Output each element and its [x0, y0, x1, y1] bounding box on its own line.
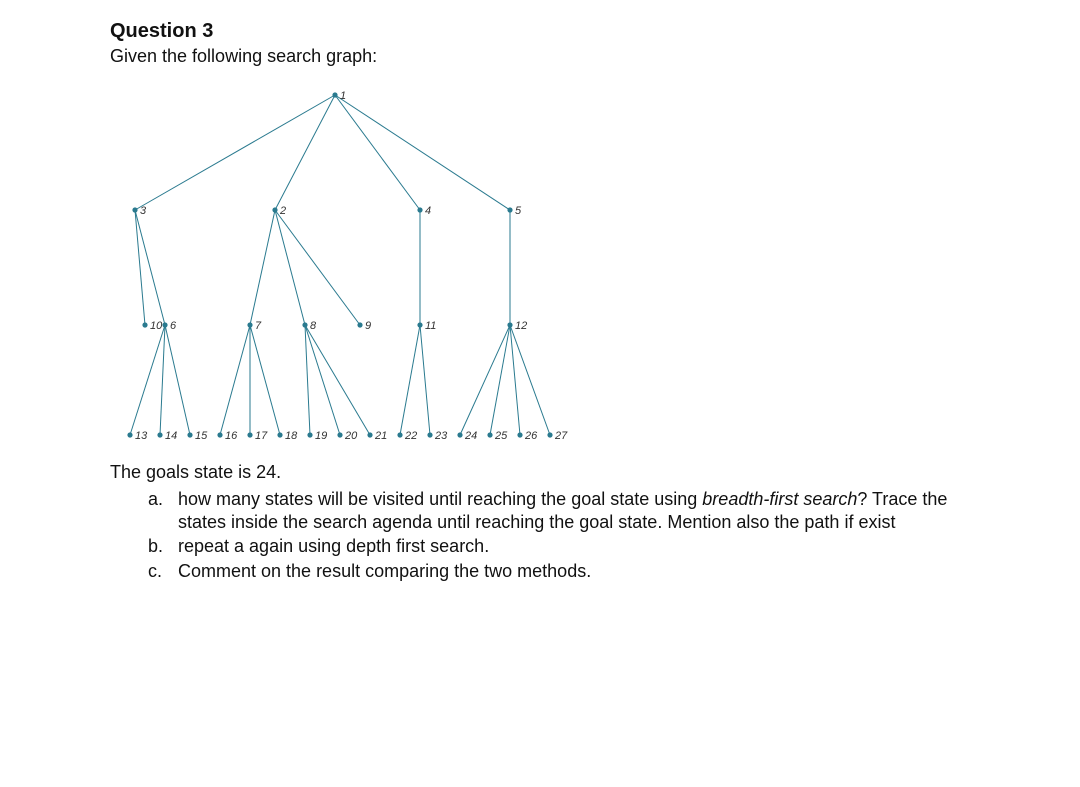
item-text: how many states will be visited until re… — [178, 488, 988, 533]
item-text-pre: how many states will be visited until re… — [178, 489, 702, 509]
graph-node-label: 25 — [494, 430, 508, 442]
graph-edge — [275, 210, 305, 325]
graph-node — [547, 432, 552, 437]
graph-node-label: 4 — [425, 205, 431, 217]
graph-node-label: 9 — [365, 320, 371, 332]
graph-node — [397, 432, 402, 437]
graph-edge — [335, 95, 420, 210]
graph-node — [507, 322, 512, 327]
graph-node-label: 12 — [515, 320, 527, 332]
graph-node-label: 3 — [140, 205, 147, 217]
graph-edge — [335, 95, 510, 210]
question-list: a. how many states will be visited until… — [148, 488, 988, 584]
graph-node — [187, 432, 192, 437]
item-letter: a. — [148, 488, 178, 533]
page: Question 3 Given the following search gr… — [0, 0, 1080, 787]
graph-node — [307, 432, 312, 437]
item-text-pre: repeat a again using depth first search. — [178, 536, 489, 556]
graph-node-label: 13 — [135, 430, 148, 442]
list-item: b. repeat a again using depth first sear… — [148, 535, 988, 558]
graph-node-label: 17 — [255, 430, 268, 442]
search-graph: 1324510678911121314151617181920212223242… — [110, 80, 630, 460]
graph-edge — [305, 325, 370, 435]
graph-edge — [250, 210, 275, 325]
graph-node-label: 20 — [344, 430, 358, 442]
graph-node — [332, 92, 337, 97]
graph-node — [247, 322, 252, 327]
graph-edge — [400, 325, 420, 435]
graph-node — [337, 432, 342, 437]
graph-node — [217, 432, 222, 437]
graph-edge — [220, 325, 250, 435]
item-text-em: breadth-first search — [702, 489, 857, 509]
graph-edge — [460, 325, 510, 435]
graph-node — [247, 432, 252, 437]
graph-svg: 1324510678911121314151617181920212223242… — [110, 80, 630, 460]
graph-node-label: 26 — [524, 430, 538, 442]
item-text-pre: Comment on the result comparing the two … — [178, 561, 591, 581]
graph-edge — [275, 210, 360, 325]
graph-edge — [490, 325, 510, 435]
graph-node-label: 6 — [170, 320, 177, 332]
graph-edge — [305, 325, 310, 435]
graph-node — [357, 322, 362, 327]
graph-node — [507, 207, 512, 212]
graph-node-label: 18 — [285, 430, 298, 442]
graph-node-label: 23 — [434, 430, 448, 442]
graph-node — [157, 432, 162, 437]
graph-edge — [305, 325, 340, 435]
item-letter: c. — [148, 560, 178, 583]
graph-node — [427, 432, 432, 437]
graph-edge — [510, 325, 550, 435]
graph-node — [127, 432, 132, 437]
graph-node-label: 1 — [340, 90, 346, 102]
item-text: repeat a again using depth first search. — [178, 535, 489, 558]
graph-node-label: 14 — [165, 430, 177, 442]
item-letter: b. — [148, 535, 178, 558]
graph-node-label: 27 — [554, 430, 568, 442]
question-prompt: Given the following search graph: — [110, 46, 377, 67]
graph-edge — [165, 325, 190, 435]
graph-node-label: 8 — [310, 320, 317, 332]
graph-node — [142, 322, 147, 327]
list-item: c. Comment on the result comparing the t… — [148, 560, 988, 583]
graph-node — [517, 432, 522, 437]
graph-node — [367, 432, 372, 437]
graph-node-label: 24 — [464, 430, 477, 442]
graph-node-label: 11 — [425, 320, 436, 332]
graph-node — [272, 207, 277, 212]
graph-edge — [160, 325, 165, 435]
graph-node-label: 7 — [255, 320, 262, 332]
graph-node — [302, 322, 307, 327]
graph-node-label: 19 — [315, 430, 327, 442]
question-title: Question 3 — [110, 20, 213, 43]
goal-statement: The goals state is 24. — [110, 462, 281, 483]
graph-node — [417, 207, 422, 212]
graph-edge — [420, 325, 430, 435]
graph-node — [277, 432, 282, 437]
graph-node-label: 22 — [404, 430, 417, 442]
graph-edge — [510, 325, 520, 435]
graph-node — [487, 432, 492, 437]
graph-node-label: 21 — [374, 430, 387, 442]
graph-node-label: 16 — [225, 430, 238, 442]
graph-node — [457, 432, 462, 437]
graph-node — [132, 207, 137, 212]
graph-node-label: 2 — [279, 205, 286, 217]
graph-node — [417, 322, 422, 327]
list-item: a. how many states will be visited until… — [148, 488, 988, 533]
item-text: Comment on the result comparing the two … — [178, 560, 591, 583]
graph-edge — [250, 325, 280, 435]
graph-node — [162, 322, 167, 327]
graph-node-label: 15 — [195, 430, 208, 442]
graph-node-label: 10 — [150, 320, 163, 332]
graph-node-label: 5 — [515, 205, 522, 217]
graph-edge — [130, 325, 165, 435]
